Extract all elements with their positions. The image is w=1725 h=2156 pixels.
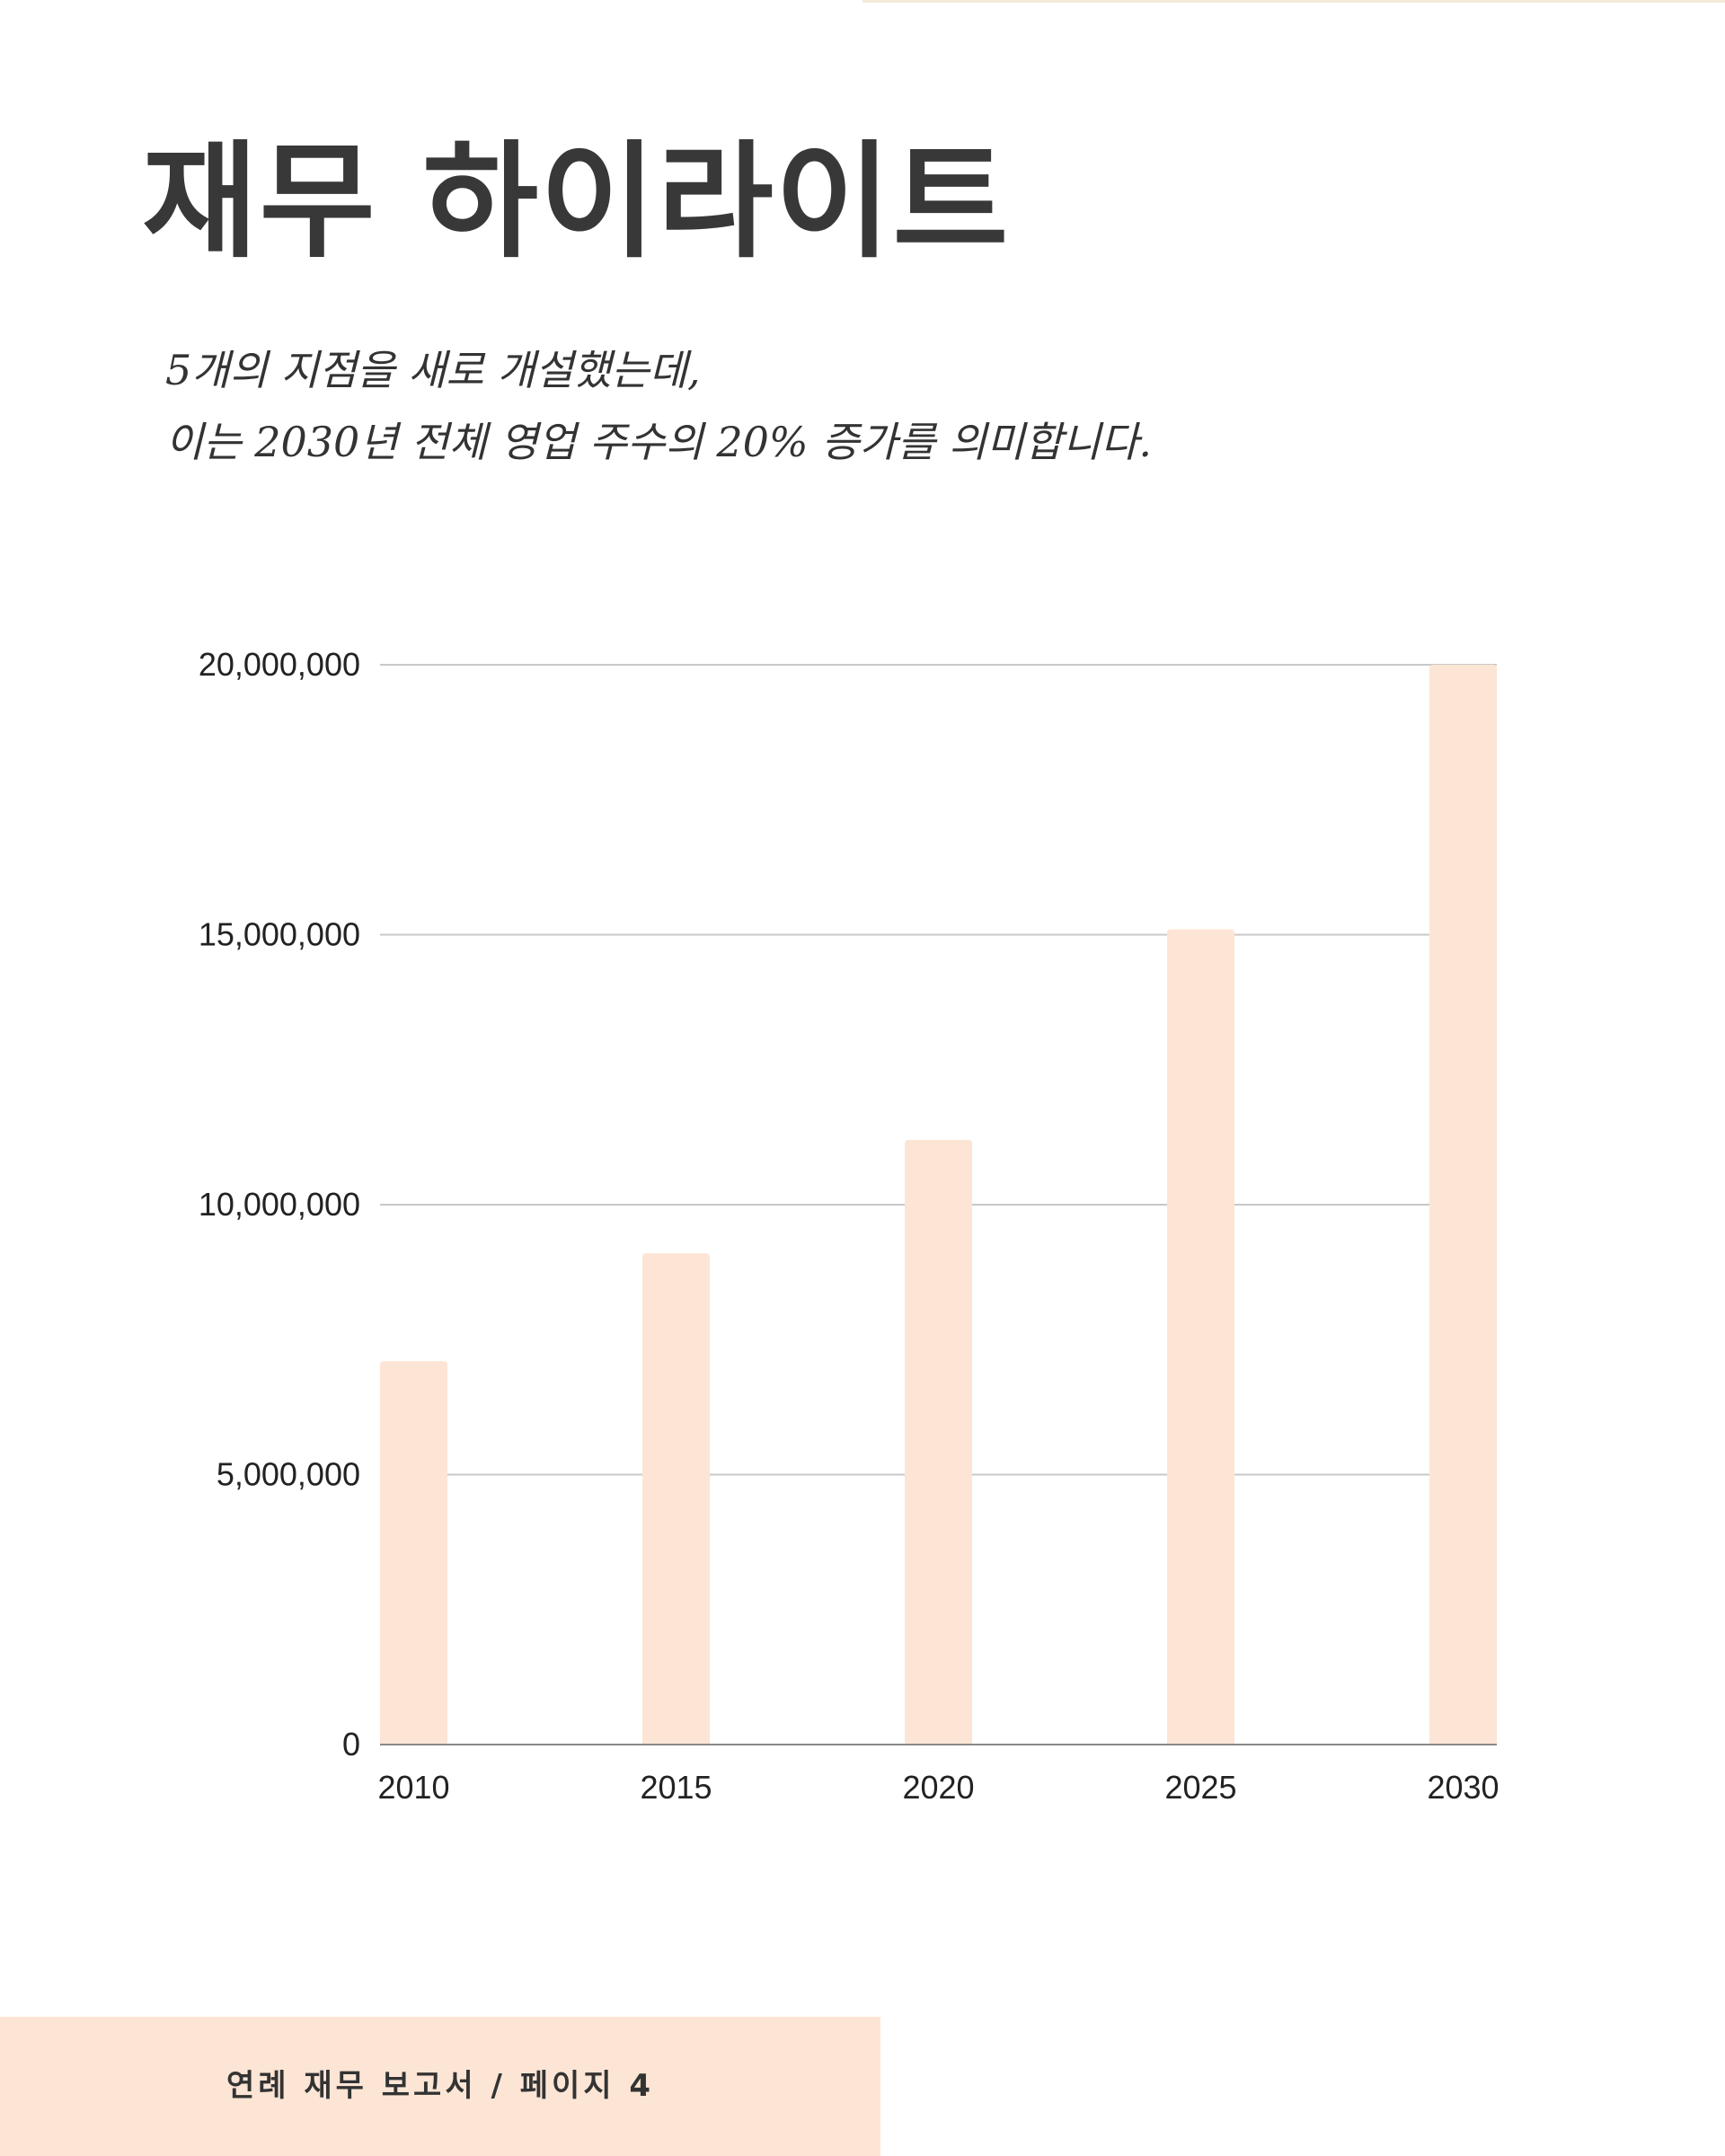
subtitle-line-2: 이는 2030년 전체 영업 주수의 20% 증가를 의미합니다. (165, 418, 1153, 466)
x-tick-label: 2020 (902, 1769, 974, 1806)
bar-chart: 0 5,000,000 10,000,000 15,000,000 20,000,000… (199, 646, 1499, 1806)
x-tick-label: 2030 (1427, 1769, 1499, 1806)
footer-band: 연례 재무 보고서 / 페이지 4 (0, 2017, 880, 2156)
bar-2010 (380, 1361, 447, 1745)
subtitle-line-1: 5개의 지점을 새로 개설했는데, (165, 346, 701, 394)
x-tick-label: 2025 (1164, 1769, 1236, 1806)
y-tick-label: 20,000,000 (199, 646, 360, 683)
bar-2015 (642, 1253, 710, 1745)
top-accent-line (862, 0, 1725, 3)
y-tick-label: 0 (342, 1726, 360, 1763)
bar-2025 (1167, 929, 1234, 1745)
bar-2020 (905, 1139, 972, 1745)
y-tick-label: 15,000,000 (199, 916, 360, 953)
y-tick-label: 10,000,000 (199, 1186, 360, 1223)
y-tick-label: 5,000,000 (217, 1456, 360, 1493)
subtitle: 5개의 지점을 새로 개설했는데, 이는 2030년 전체 영업 주수의 20%… (165, 334, 1152, 478)
x-tick-label: 2010 (377, 1769, 449, 1806)
x-tick-label: 2015 (640, 1769, 712, 1806)
page-title: 재무 하이라이트 (142, 129, 1011, 276)
bar-2030 (1429, 665, 1497, 1745)
footer-text: 연례 재무 보고서 / 페이지 4 (226, 2068, 655, 2104)
